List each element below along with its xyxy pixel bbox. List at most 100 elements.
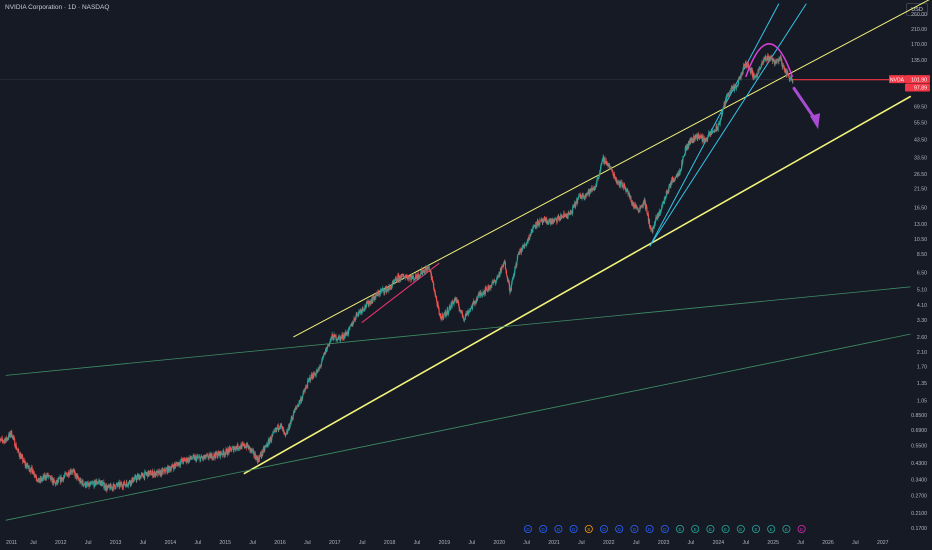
dividend-marker[interactable] xyxy=(600,525,609,534)
candle-body xyxy=(248,446,250,447)
candle-body xyxy=(543,218,545,220)
candle-body xyxy=(65,473,68,475)
candle-body xyxy=(368,301,370,305)
candle-body xyxy=(781,61,783,67)
earnings-marker[interactable] xyxy=(676,525,685,534)
candle-body xyxy=(36,479,38,481)
candle-body xyxy=(697,135,699,139)
candle-body xyxy=(411,277,413,279)
candle-body xyxy=(182,458,184,462)
candle-body xyxy=(283,429,285,432)
candle-body xyxy=(258,456,260,462)
symbol-badge-text: NVDA xyxy=(890,77,905,83)
split-marker[interactable] xyxy=(584,525,593,534)
candle-body xyxy=(329,341,331,343)
candle-body xyxy=(651,229,653,231)
candle-body xyxy=(64,472,66,476)
candle-body xyxy=(272,433,274,436)
candle-body xyxy=(516,255,518,261)
candle-body xyxy=(353,318,355,323)
y-tick-label: 2.60 xyxy=(917,335,927,341)
earnings-marker[interactable] xyxy=(752,525,761,534)
earnings-marker[interactable] xyxy=(691,525,700,534)
y-tick-label: 4.10 xyxy=(917,303,927,309)
candle-body xyxy=(292,415,294,419)
candle-body xyxy=(32,469,34,474)
candle-body xyxy=(708,132,710,136)
dividend-marker[interactable] xyxy=(615,525,624,534)
x-tick-label: Jul xyxy=(742,540,749,546)
candle-body xyxy=(186,458,188,463)
candle-body xyxy=(707,137,709,141)
candle-body xyxy=(142,473,144,477)
earnings-marker[interactable] xyxy=(782,525,791,534)
candle-body xyxy=(791,79,793,81)
candle-body xyxy=(630,201,633,203)
dividend-marker[interactable] xyxy=(539,525,548,534)
candle-body xyxy=(577,197,579,199)
candle-body xyxy=(336,338,339,340)
candle-body xyxy=(423,270,425,273)
earnings-marker[interactable] xyxy=(721,525,730,534)
candle-body xyxy=(108,484,110,487)
candle-body xyxy=(671,177,673,185)
earnings-marker[interactable] xyxy=(736,525,745,534)
candle-body xyxy=(100,480,102,483)
candle-body xyxy=(722,108,724,111)
candle-body xyxy=(163,470,165,471)
candle-body xyxy=(642,204,644,208)
dividend-marker[interactable] xyxy=(645,525,654,534)
candle-body xyxy=(488,287,491,290)
candle-body xyxy=(445,312,447,317)
candle-body xyxy=(595,186,597,188)
dividend-marker[interactable] xyxy=(554,525,563,534)
candle-body xyxy=(17,450,19,451)
dividend-marker[interactable] xyxy=(660,525,669,534)
currency-button[interactable]: USD xyxy=(906,3,928,16)
candle-body xyxy=(617,181,619,184)
candle-body xyxy=(168,466,170,473)
candle-body xyxy=(400,275,402,280)
earnings-marker[interactable] xyxy=(797,525,806,534)
earnings-marker[interactable] xyxy=(706,525,715,534)
price-axis[interactable]: 260.00 210.00 170.00 135.00 69.50 55.50 43.50 3… xyxy=(911,12,927,532)
time-axis[interactable]: 2011 Jul 2012 Jul 2013 Jul 2014 Jul 2015 Jul 2016 J… xyxy=(6,540,889,546)
candle-body xyxy=(447,313,449,315)
x-tick-label: Jul xyxy=(359,540,366,546)
candle-body xyxy=(599,172,601,176)
dividend-marker[interactable] xyxy=(524,525,533,534)
candle-body xyxy=(374,296,376,300)
dividend-marker[interactable] xyxy=(630,525,639,534)
candle-body xyxy=(572,207,574,214)
candle-body xyxy=(291,417,293,420)
y-tick-label: 3.30 xyxy=(917,318,927,324)
candle-body xyxy=(315,372,317,376)
candle-body xyxy=(608,164,610,166)
candle-body xyxy=(610,168,613,169)
candle-body xyxy=(466,315,468,316)
candle-body xyxy=(600,164,602,167)
candle-body xyxy=(327,345,329,349)
candle-body xyxy=(299,400,301,403)
candle-body xyxy=(283,431,285,433)
candle-body xyxy=(211,458,214,460)
candle-body xyxy=(90,482,92,484)
secondary-price-badge xyxy=(905,83,930,92)
x-tick-label: Jul xyxy=(304,540,311,546)
earnings-marker[interactable] xyxy=(767,525,776,534)
candle-body xyxy=(403,275,405,278)
candle-body xyxy=(581,194,583,199)
dividend-marker[interactable] xyxy=(569,525,578,534)
x-tick-label: 2026 xyxy=(822,540,834,546)
candle-body xyxy=(623,183,626,188)
candle-body xyxy=(208,453,211,457)
candle-body xyxy=(45,475,47,479)
candle-body xyxy=(26,465,28,468)
candle-body xyxy=(789,79,791,80)
candle-body xyxy=(769,56,771,60)
candle-body xyxy=(36,478,38,480)
candle-body xyxy=(77,475,79,479)
candle-body xyxy=(352,322,355,325)
candle-body xyxy=(145,471,147,474)
